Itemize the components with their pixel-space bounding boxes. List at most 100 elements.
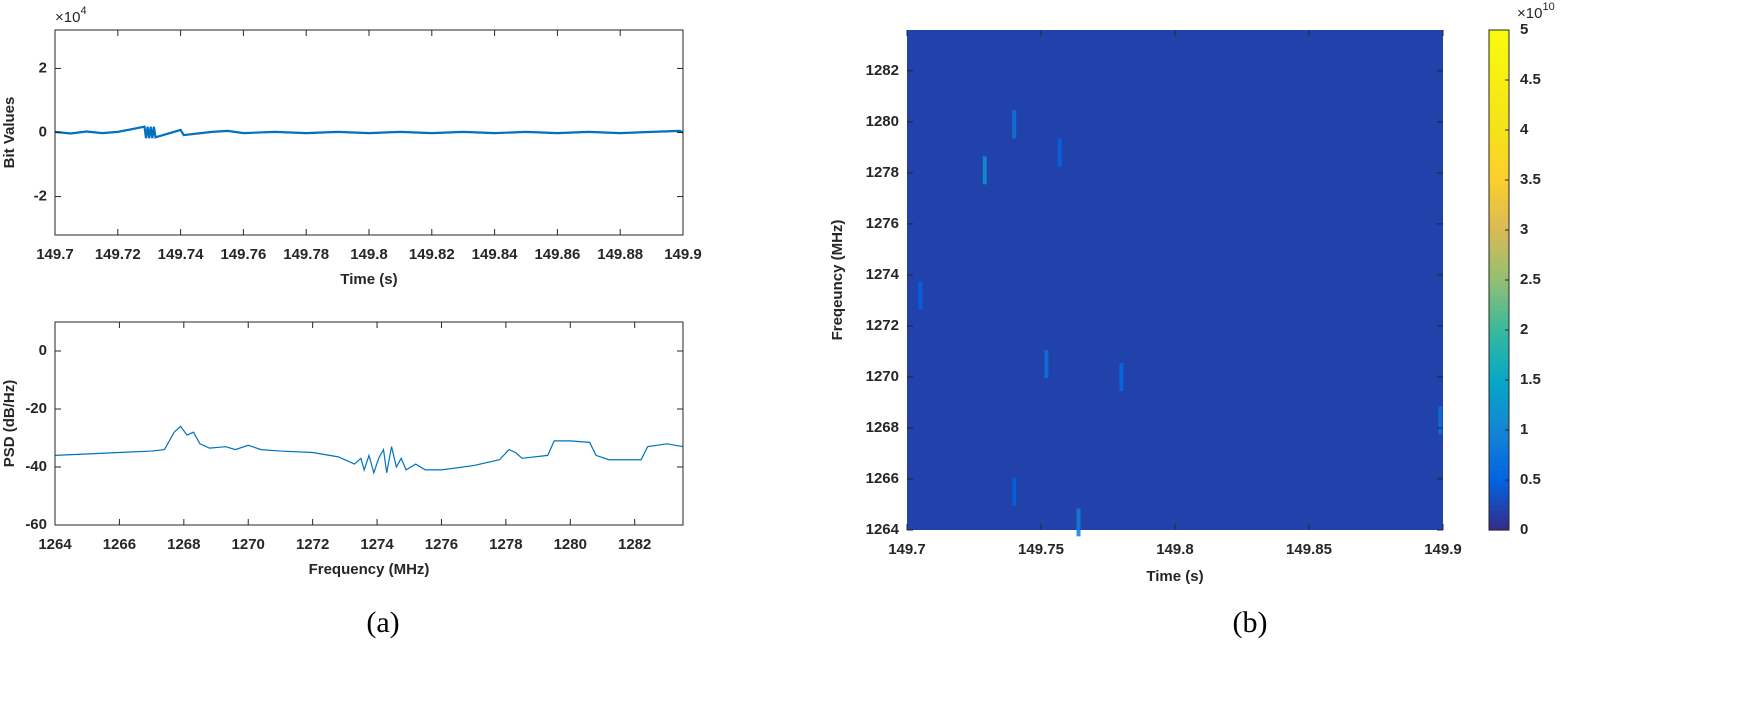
colorbar-segment <box>1489 235 1509 241</box>
colorbar-segment <box>1489 55 1509 61</box>
colorbar-segment <box>1489 310 1509 316</box>
colorbar-segment <box>1489 415 1509 421</box>
x-tick-label: 149.85 <box>1286 541 1332 558</box>
colorbar-segment <box>1489 280 1509 286</box>
heatmap-cell <box>1119 362 1124 391</box>
colorbar-segment <box>1489 500 1509 506</box>
y-axis-label: Freqeuncy (MHz) <box>829 220 846 341</box>
colorbar-segment <box>1489 45 1509 51</box>
x-tick-label: 1278 <box>489 536 522 553</box>
x-axis-label: Time (s) <box>1146 568 1203 585</box>
x-tick-label: 1276 <box>425 536 458 553</box>
colorbar-segment <box>1489 440 1509 446</box>
colorbar-segment <box>1489 200 1509 206</box>
exponent-base: ×10 <box>1517 5 1542 22</box>
colorbar-tick-label: 1.5 <box>1520 371 1541 388</box>
colorbar-segment <box>1489 230 1509 236</box>
colorbar-segment <box>1489 410 1509 416</box>
colorbar-segment <box>1489 375 1509 381</box>
colorbar-segment <box>1489 295 1509 301</box>
colorbar-tick-label: 3.5 <box>1520 171 1541 188</box>
scale-exponent: ×1010 <box>1517 1 1555 22</box>
y-tick-label: 0 <box>39 123 47 140</box>
colorbar-segment <box>1489 35 1509 41</box>
colorbar-segment <box>1489 505 1509 511</box>
colorbar-segment <box>1489 395 1509 401</box>
colorbar-segment <box>1489 140 1509 146</box>
colorbar-tick-label: 1 <box>1520 421 1528 438</box>
x-tick-label: 149.82 <box>409 246 455 263</box>
colorbar-segment <box>1489 350 1509 356</box>
x-tick-label: 149.75 <box>1018 541 1064 558</box>
colorbar-segment <box>1489 435 1509 441</box>
colorbar-segment <box>1489 420 1509 426</box>
y-tick-label: 1266 <box>866 470 899 487</box>
heatmap-background <box>907 30 1443 530</box>
colorbar-segment <box>1489 80 1509 86</box>
colorbar-segment <box>1489 465 1509 471</box>
colorbar-segment <box>1489 60 1509 66</box>
x-tick-label: 149.78 <box>283 246 329 263</box>
colorbar-segment <box>1489 335 1509 341</box>
colorbar-segment <box>1489 125 1509 131</box>
colorbar-segment <box>1489 75 1509 81</box>
colorbar-segment <box>1489 180 1509 186</box>
colorbar-segment <box>1489 450 1509 456</box>
colorbar-segment <box>1489 135 1509 141</box>
colorbar-segment <box>1489 65 1509 71</box>
colorbar-segment <box>1489 110 1509 116</box>
colorbar-segment <box>1489 355 1509 361</box>
heatmap-cell <box>918 281 923 310</box>
y-tick-label: 1272 <box>866 317 899 334</box>
colorbar-segment <box>1489 510 1509 516</box>
colorbar-segment <box>1489 370 1509 376</box>
x-tick-label: 149.86 <box>534 246 580 263</box>
colorbar-segment <box>1489 305 1509 311</box>
colorbar-segment <box>1489 340 1509 346</box>
colorbar-tick-label: 5 <box>1520 21 1528 38</box>
colorbar-segment <box>1489 300 1509 306</box>
colorbar-tick-label: 0 <box>1520 521 1528 538</box>
colorbar-segment <box>1489 170 1509 176</box>
data-line <box>54 125 684 139</box>
colorbar-segment <box>1489 225 1509 231</box>
colorbar-segment <box>1489 425 1509 431</box>
x-tick-label: 1268 <box>167 536 200 553</box>
caption: (b) <box>1233 606 1268 639</box>
colorbar-segment <box>1489 455 1509 461</box>
colorbar-segment <box>1489 400 1509 406</box>
x-tick-label: 149.88 <box>597 246 643 263</box>
colorbar-segment <box>1489 495 1509 501</box>
colorbar-segment <box>1489 325 1509 331</box>
colorbar-segment <box>1489 215 1509 221</box>
colorbar-segment <box>1489 255 1509 261</box>
y-tick-label: 0 <box>39 342 47 359</box>
exponent-base: ×10 <box>55 9 80 26</box>
y-tick-label: -40 <box>25 458 47 475</box>
colorbar-segment <box>1489 270 1509 276</box>
x-tick-label: 149.84 <box>472 246 519 263</box>
colorbar-segment <box>1489 100 1509 106</box>
colorbar-segment <box>1489 145 1509 151</box>
scale-exponent: ×104 <box>55 5 87 26</box>
colorbar-segment <box>1489 430 1509 436</box>
heatmap-cell <box>982 156 987 185</box>
colorbar-segment <box>1489 190 1509 196</box>
colorbar-segment <box>1489 470 1509 476</box>
colorbar-tick-label: 2 <box>1520 321 1528 338</box>
colorbar-tick-label: 2.5 <box>1520 271 1541 288</box>
y-tick-label: 1276 <box>866 215 899 232</box>
heatmap-cell <box>1438 406 1443 435</box>
colorbar-segment <box>1489 150 1509 156</box>
colorbar-segment <box>1489 95 1509 101</box>
colorbar-segment <box>1489 345 1509 351</box>
x-tick-label: 1266 <box>103 536 136 553</box>
y-axis-label: PSD (dB/Hz) <box>1 380 18 468</box>
y-axis-label: Bit Values <box>1 97 18 169</box>
colorbar-segment <box>1489 195 1509 201</box>
colorbar-segment <box>1489 120 1509 126</box>
colorbar-segment <box>1489 275 1509 281</box>
x-tick-label: 1272 <box>296 536 329 553</box>
colorbar-segment <box>1489 385 1509 391</box>
heatmap-cell <box>1057 138 1062 167</box>
